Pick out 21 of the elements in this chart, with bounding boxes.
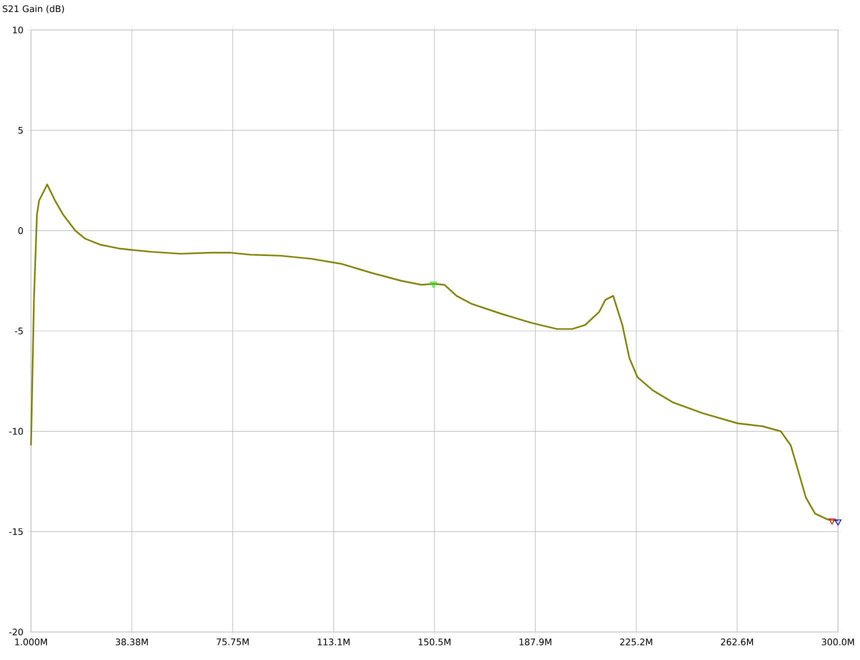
x-tick-label: 1.000M [15, 638, 47, 646]
x-tick-label: 262.6M [721, 638, 753, 646]
point [430, 282, 437, 288]
point [828, 518, 836, 525]
point [834, 519, 842, 526]
y-tick-label: 5 [18, 126, 23, 134]
x-tick-label: 150.5M [418, 638, 450, 646]
x-tick-label: 75.75M [216, 638, 249, 646]
y-tick-label: -5 [14, 328, 23, 334]
x-tick-label: 300.0M [822, 638, 854, 646]
y-tick-label: -10 [9, 428, 23, 435]
y-tick-label: -20 [9, 628, 23, 636]
x-tick-label: 225.2M [620, 638, 652, 646]
x-tick-label: 38.38M [116, 638, 148, 646]
x-tick-label: 187.9M [520, 638, 552, 646]
y-tick-label: 10 [13, 26, 23, 34]
y-axis-title: S21 Gain (dB) [2, 5, 64, 14]
y-tick-label: 0 [18, 227, 23, 234]
x-tick-label: 113.1M [318, 638, 350, 646]
line-series [30, 184, 839, 522]
y-tick-label: -15 [9, 528, 23, 536]
